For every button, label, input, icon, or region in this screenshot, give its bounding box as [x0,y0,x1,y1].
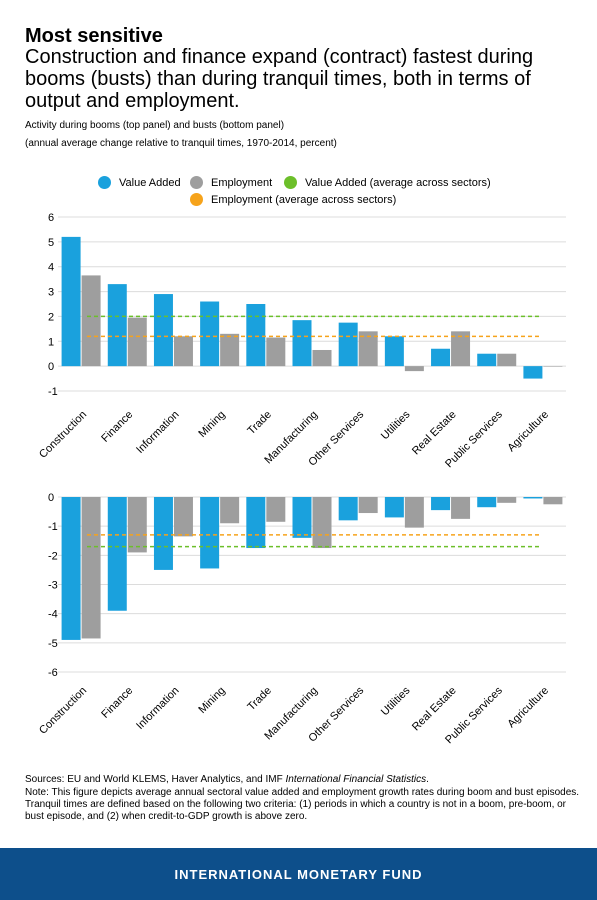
booms-bar-value-added-real-estate [431,348,451,367]
booms-bar-value-added-manufacturing [292,320,312,367]
busts-category-label: Real Estate [410,685,459,734]
legend-label-employment: Employment [211,176,273,189]
busts-bar-employment-utilities [404,497,424,528]
booms-ytick-label: -1 [48,386,58,398]
booms-ytick-label: 0 [48,361,54,373]
busts-ytick-label: 0 [48,492,54,504]
busts-category-label: Construction [37,685,89,737]
booms-bar-value-added-construction [61,236,81,367]
note-text: Note: This figure depicts average annual… [25,787,580,822]
busts-bar-value-added-mining [200,497,220,569]
busts-ytick-label: -5 [48,638,58,650]
busts-bar-value-added-information [153,497,173,570]
legend-swatch-employment [190,176,203,189]
busts-ytick-label: -3 [48,580,58,592]
busts-ytick-label: -2 [48,550,58,562]
booms-bar-employment-manufacturing [312,349,332,367]
busts-bar-employment-manufacturing [312,497,332,549]
busts-bar-value-added-trade [246,497,266,549]
legend-swatch-va-average [284,176,297,189]
busts-bar-employment-real-estate [451,497,471,519]
booms-bar-value-added-public-services [477,353,497,367]
busts-category-label: Information [134,685,181,732]
booms-ytick-label: 3 [48,287,54,299]
busts-bar-value-added-utilities [384,497,404,518]
busts-bar-value-added-agriculture [523,497,543,499]
booms-bar-employment-utilities [404,366,424,372]
busts-category-label: Mining [196,685,227,716]
legend-employment: Employment [190,176,272,189]
booms-category-label: Finance [99,409,135,445]
booms-bar-employment-public-services [497,353,517,367]
busts-bar-value-added-public-services [477,497,497,508]
booms-bar-employment-information [173,336,193,367]
legend-swatch-emp-average [190,193,203,206]
booms-bar-value-added-finance [107,284,127,367]
booms-category-label: Real Estate [410,409,459,458]
booms-bar-value-added-information [153,294,173,367]
busts-ytick-label: -6 [48,667,58,679]
busts-category-label: Agriculture [505,685,551,731]
booms-bar-employment-finance [127,317,147,367]
legend-label-emp-average: Employment (average across sectors) [211,193,397,206]
busts-ytick-label: -4 [48,609,58,621]
booms-bar-employment-construction [81,275,101,367]
chart-subtitle: Construction and finance expand (contrac… [25,46,534,112]
booms-ytick-label: 5 [48,237,54,249]
booms-ytick-label: 1 [48,336,54,348]
booms-category-label: Trade [245,409,274,438]
busts-category-label: Utilities [379,684,413,718]
booms-bar-employment-other-services [358,331,378,367]
booms-category-label: Utilities [379,408,413,442]
busts-bar-employment-trade [266,497,286,522]
busts-chart: -6 -5 -4 -3 -2 -1 0 Construction FinanceInformat… [37,492,566,746]
busts-bar-employment-other-services [358,497,378,514]
busts-category-label: Finance [99,685,135,721]
imf-banner: INTERNATIONAL MONETARY FUND [0,848,597,900]
legend-label-va-average: Value Added (average across sectors) [305,176,491,189]
booms-bar-value-added-trade [246,304,266,367]
booms-category-label: Construction [37,409,89,461]
banner-label: INTERNATIONAL MONETARY FUND [174,866,423,882]
busts-bar-value-added-finance [107,497,127,611]
busts-bar-employment-information [173,497,193,537]
chart-title: Most sensitive [25,25,163,47]
booms-bar-employment-mining [220,333,240,367]
booms-category-label: Agriculture [505,409,551,455]
busts-bar-value-added-manufacturing [292,497,312,538]
busts-category-label: Trade [245,685,274,714]
booms-bar-value-added-other-services [338,322,358,367]
booms-ytick-label: 6 [48,212,54,224]
sources-text: Sources: EU and World KLEMS, Haver Analy… [25,774,429,785]
busts-bar-employment-finance [127,497,147,553]
legend-value-added: Value Added [98,176,181,189]
booms-category-label: Mining [196,409,227,440]
booms-category-label: Information [134,409,181,456]
legend-emp-average: Employment (average across sectors) [190,193,396,206]
booms-bar-value-added-utilities [384,336,404,367]
busts-bar-employment-mining [220,497,240,524]
booms-bar-employment-trade [266,337,286,367]
chart-description: Activity during booms (top panel) and bu… [25,120,285,131]
booms-bar-employment-real-estate [451,331,471,367]
booms-bar-employment-agriculture [543,366,563,367]
legend-va-average: Value Added (average across sectors) [284,176,491,189]
busts-bar-employment-construction [81,497,101,639]
booms-bar-value-added-agriculture [523,366,543,379]
chart-units-note: (annual average change relative to tranq… [25,138,337,149]
booms-ytick-label: 4 [48,262,54,274]
legend-label-value-added: Value Added [119,176,181,189]
busts-bar-value-added-other-services [338,497,358,521]
booms-ytick-label: 2 [48,311,54,323]
busts-bar-value-added-real-estate [431,497,451,511]
busts-bar-employment-public-services [497,497,517,503]
busts-ytick-label: -1 [48,521,58,533]
booms-bar-value-added-mining [200,301,220,367]
busts-bar-value-added-construction [61,497,81,640]
busts-bar-employment-agriculture [543,497,563,505]
legend-swatch-value-added [98,176,111,189]
